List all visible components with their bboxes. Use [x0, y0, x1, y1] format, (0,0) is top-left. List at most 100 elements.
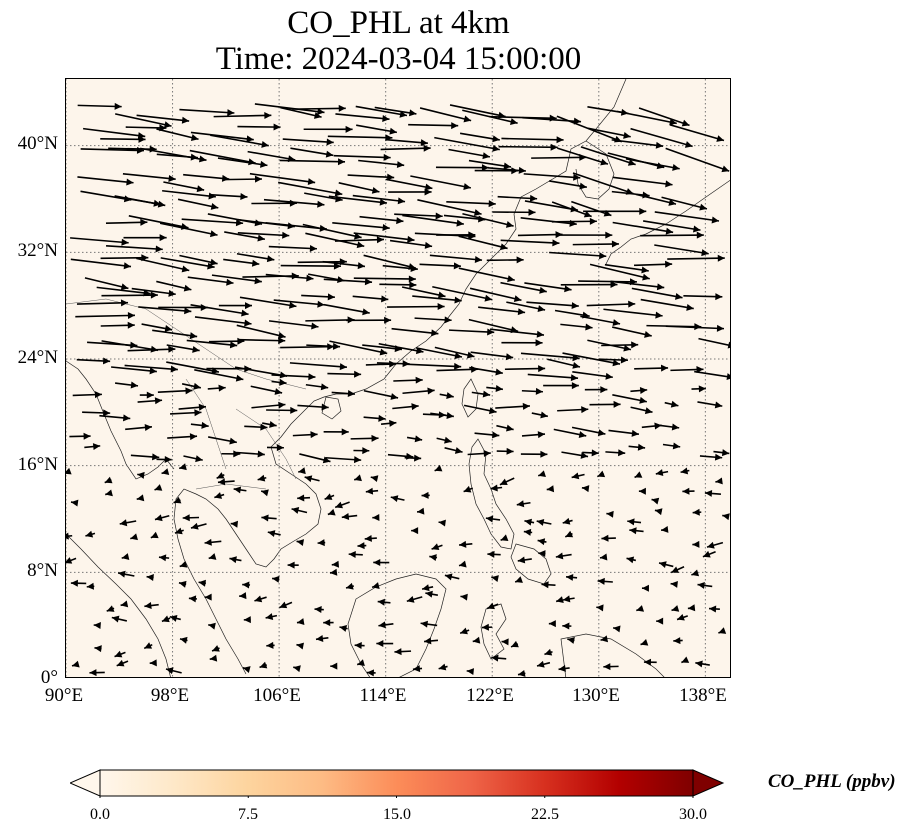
wind-vector-head — [390, 393, 399, 400]
wind-vector-head — [154, 484, 163, 491]
wind-vector — [401, 286, 446, 298]
wind-vector-head — [423, 144, 431, 152]
wind-vector-head — [204, 538, 212, 546]
wind-vector-head — [94, 645, 102, 653]
wind-vector-head — [585, 323, 593, 331]
wind-vector — [100, 138, 146, 141]
wind-vector-head — [516, 256, 524, 264]
wind-vector-head — [500, 534, 509, 541]
wind-vector-head — [233, 450, 241, 458]
wind-vector-head — [362, 308, 370, 316]
wind-vector-head — [699, 203, 707, 211]
wind-vector-head — [506, 424, 514, 432]
wind-vector-head — [214, 492, 223, 499]
colorbar-body — [99, 769, 694, 797]
wind-vector-head — [481, 623, 489, 631]
wind-vector-head — [339, 625, 348, 632]
wind-vector-head — [149, 659, 157, 667]
wind-vector-head — [597, 470, 606, 478]
wind-vector-head — [242, 666, 251, 673]
wind-vector-head — [537, 431, 546, 439]
wind-vector — [268, 320, 319, 328]
wind-vector-head — [93, 622, 101, 630]
wind-vector-head — [639, 396, 647, 404]
wind-vector-head — [603, 663, 611, 671]
wind-vector-head — [672, 164, 680, 171]
wind-vector — [654, 244, 709, 255]
wind-vector-head — [146, 391, 154, 399]
wind-vector-head — [333, 262, 341, 270]
wind-vector-head — [370, 475, 379, 483]
wind-vector-head — [396, 161, 405, 169]
wind-vector-head — [389, 419, 397, 427]
wind-vector-head — [226, 278, 234, 286]
wind-vector-head — [618, 449, 626, 457]
wind-vector-head — [261, 141, 269, 148]
wind-vector-head — [612, 359, 621, 367]
wind-vector-head — [157, 200, 166, 208]
map-panel[interactable] — [65, 78, 731, 678]
wind-vector-head — [241, 309, 249, 317]
wind-vector-head — [291, 507, 300, 514]
wind-vector-head — [372, 582, 380, 589]
wind-vector — [328, 195, 388, 204]
wind-vector-head — [665, 180, 673, 188]
wind-vector-head — [327, 293, 335, 301]
wind-vector-head — [499, 478, 508, 485]
wind-vector-head — [612, 319, 621, 327]
wind-vector-head — [627, 159, 636, 166]
wind-vector-head — [562, 622, 570, 630]
wind-vector-head — [362, 447, 370, 455]
wind-vector-head — [600, 158, 608, 166]
wind-vector — [327, 135, 393, 139]
wind-vector — [122, 173, 176, 180]
wind-vector-head — [698, 385, 706, 393]
coastline-luzon — [468, 438, 515, 550]
wind-vector — [520, 217, 577, 225]
wind-vector-head — [535, 387, 543, 395]
wind-vector-head — [427, 387, 435, 395]
wind-vector — [210, 134, 269, 147]
lon-tick-label-114e: 114°E — [359, 685, 407, 706]
wind-vector — [498, 145, 558, 149]
wind-vector-head — [164, 455, 172, 463]
wind-vector — [83, 127, 146, 138]
wind-vector-head — [257, 474, 266, 482]
wind-vector-head — [510, 118, 518, 126]
wind-vector-head — [254, 595, 263, 603]
wind-vector-head — [463, 183, 471, 190]
wind-vector-head — [468, 231, 476, 239]
map-subtitle-time: Time: 2024-03-04 15:00:00 — [215, 41, 582, 77]
wind-vector — [138, 306, 192, 313]
wind-vector — [527, 373, 579, 380]
wind-vector — [183, 173, 230, 180]
wind-vector-head — [179, 636, 188, 644]
wind-vector-head — [71, 660, 80, 668]
coastline-burma — [66, 360, 175, 480]
wind-vector-head — [518, 166, 526, 174]
wind-vector-head — [120, 283, 129, 291]
wind-vector-head — [338, 104, 346, 112]
wind-vector-head — [558, 664, 566, 672]
wind-vector — [237, 125, 281, 128]
wind-vector-head — [331, 560, 340, 568]
wind-vector-head — [424, 183, 433, 191]
colorbar-label: CO_PHL (ppbv) — [768, 771, 896, 792]
wind-vector-head — [277, 332, 286, 339]
wind-vector-head — [671, 605, 680, 612]
wind-vector — [111, 366, 157, 373]
coastline-japan — [605, 179, 730, 265]
wind-vector-head — [536, 519, 545, 526]
wind-vector — [557, 147, 609, 165]
wind-vector-head — [384, 316, 392, 324]
wind-vector-head — [696, 231, 704, 239]
wind-vector-head — [127, 321, 135, 329]
wind-vector-head — [709, 605, 717, 613]
wind-vector-head — [216, 472, 225, 479]
wind-vector-head — [571, 382, 579, 390]
wind-vector — [669, 124, 725, 142]
wind-vector — [124, 364, 178, 371]
wind-vector-head — [313, 112, 322, 119]
wind-vector — [572, 243, 619, 246]
wind-vector — [562, 352, 621, 365]
